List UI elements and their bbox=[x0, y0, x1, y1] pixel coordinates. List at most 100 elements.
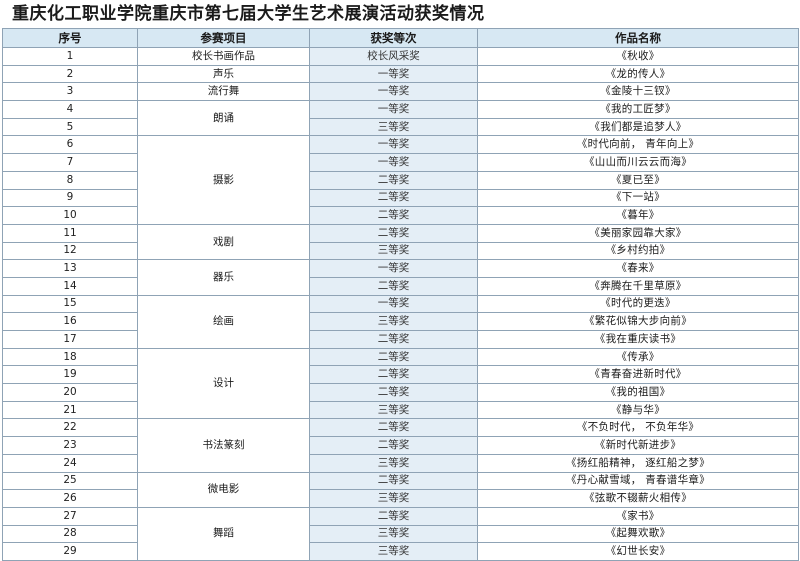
table-row: 2 声乐 一等奖 《龙的传人》 bbox=[2, 64, 799, 84]
cell-index: 7 bbox=[2, 153, 138, 172]
cell-work: 《扬红船精神， 逐红船之梦》 bbox=[477, 453, 799, 473]
header-award: 获奖等次 bbox=[309, 28, 478, 48]
cell-award: 二等奖 bbox=[309, 383, 478, 402]
cell-award: 一等奖 bbox=[309, 100, 478, 119]
cell-award: 三等奖 bbox=[309, 453, 478, 473]
table-row: 7 一等奖 《山山而川云云而海》 bbox=[2, 153, 799, 172]
table-row: 21 三等奖 《静与华》 bbox=[2, 400, 799, 420]
cell-work: 《时代的更迭》 bbox=[477, 294, 799, 314]
cell-index: 28 bbox=[2, 524, 138, 544]
cell-index: 14 bbox=[2, 276, 138, 296]
cell-work: 《下一站》 bbox=[477, 188, 799, 208]
cell-work: 《我在重庆读书》 bbox=[477, 330, 799, 349]
cell-index: 8 bbox=[2, 170, 138, 190]
cell-category: 流行舞 bbox=[137, 82, 310, 102]
cell-work: 《奔腾在千里草原》 bbox=[477, 276, 799, 296]
cell-work: 《弦歌不辍薪火相传》 bbox=[477, 489, 799, 508]
table-row: 3 流行舞 一等奖 《金陵十三钗》 bbox=[2, 82, 799, 102]
cell-award: 一等奖 bbox=[309, 153, 478, 172]
table-row: 10 二等奖 《暮年》 bbox=[2, 206, 799, 225]
cell-category: 器乐 bbox=[137, 259, 310, 296]
cell-index: 21 bbox=[2, 400, 138, 420]
cell-work: 《我的祖国》 bbox=[477, 383, 799, 402]
cell-award: 二等奖 bbox=[309, 170, 478, 190]
cell-award: 三等奖 bbox=[309, 117, 478, 137]
table-row: 24 三等奖 《扬红船精神， 逐红船之梦》 bbox=[2, 453, 799, 473]
page-title: 重庆化工职业学院重庆市第七届大学生艺术展演活动获奖情况 bbox=[12, 4, 485, 24]
cell-index: 20 bbox=[2, 383, 138, 402]
table-row: 12 三等奖 《乡村约拍》 bbox=[2, 241, 799, 261]
cell-work: 《新时代新进步》 bbox=[477, 436, 799, 455]
cell-work: 《美丽家园靠大家》 bbox=[477, 223, 799, 243]
cell-index: 19 bbox=[2, 365, 138, 385]
cell-award: 三等奖 bbox=[309, 542, 478, 561]
cell-category: 设计 bbox=[137, 347, 310, 420]
cell-award: 二等奖 bbox=[309, 418, 478, 438]
table-row: 17 二等奖 《我在重庆读书》 bbox=[2, 330, 799, 349]
cell-index: 16 bbox=[2, 312, 138, 331]
cell-category: 戏剧 bbox=[137, 223, 310, 261]
cell-index: 18 bbox=[2, 347, 138, 367]
cell-work: 《夏已至》 bbox=[477, 170, 799, 190]
cell-category: 声乐 bbox=[137, 64, 310, 84]
cell-award: 三等奖 bbox=[309, 400, 478, 420]
table-row: 25 微电影 二等奖 《丹心献雪域， 青春谱华章》 bbox=[2, 471, 799, 508]
table-row: 9 二等奖 《下一站》 bbox=[2, 188, 799, 208]
table-row: 4 朗诵 一等奖 《我的工匠梦》 bbox=[2, 100, 799, 137]
cell-award: 三等奖 bbox=[309, 241, 478, 261]
table-row: 15 绘画 一等奖 《时代的更迭》 bbox=[2, 294, 799, 349]
table-row: 29 三等奖 《幻世长安》 bbox=[2, 542, 799, 561]
table-row: 5 三等奖 《我们都是追梦人》 bbox=[2, 117, 799, 137]
table-row: 13 器乐 一等奖 《春来》 bbox=[2, 259, 799, 296]
cell-work: 《金陵十三钗》 bbox=[477, 82, 799, 102]
cell-index: 2 bbox=[2, 64, 138, 84]
cell-index: 13 bbox=[2, 259, 138, 278]
cell-award: 二等奖 bbox=[309, 506, 478, 526]
cell-work: 《时代向前， 青年向上》 bbox=[477, 135, 799, 155]
cell-index: 25 bbox=[2, 471, 138, 491]
cell-work: 《繁花似锦大步向前》 bbox=[477, 312, 799, 331]
cell-work: 《山山而川云云而海》 bbox=[477, 153, 799, 172]
cell-work: 《静与华》 bbox=[477, 400, 799, 420]
table-row: 26 三等奖 《弦歌不辍薪火相传》 bbox=[2, 489, 799, 508]
cell-award: 二等奖 bbox=[309, 188, 478, 208]
cell-category: 绘画 bbox=[137, 294, 310, 349]
cell-index: 22 bbox=[2, 418, 138, 438]
header-category: 参赛项目 bbox=[137, 28, 310, 48]
cell-award: 二等奖 bbox=[309, 365, 478, 385]
table-row: 1 校长书画作品 校长风采奖 《秋收》 bbox=[2, 47, 799, 66]
cell-index: 27 bbox=[2, 506, 138, 526]
cell-index: 23 bbox=[2, 436, 138, 455]
cell-work: 《春来》 bbox=[477, 259, 799, 278]
cell-index: 9 bbox=[2, 188, 138, 208]
cell-index: 17 bbox=[2, 330, 138, 349]
table-row: 22 书法篆刻 二等奖 《不负时代， 不负年华》 bbox=[2, 418, 799, 473]
cell-index: 24 bbox=[2, 453, 138, 473]
table-row: 28 三等奖 《起舞欢歌》 bbox=[2, 524, 799, 544]
cell-award: 一等奖 bbox=[309, 259, 478, 278]
cell-category: 舞蹈 bbox=[137, 506, 310, 561]
cell-work: 《幻世长安》 bbox=[477, 542, 799, 561]
cell-work: 《暮年》 bbox=[477, 206, 799, 225]
cell-award: 二等奖 bbox=[309, 436, 478, 455]
cell-index: 3 bbox=[2, 82, 138, 102]
table-row: 8 二等奖 《夏已至》 bbox=[2, 170, 799, 190]
table-row: 11 戏剧 二等奖 《美丽家园靠大家》 bbox=[2, 223, 799, 261]
cell-category: 书法篆刻 bbox=[137, 418, 310, 473]
cell-work: 《青春奋进新时代》 bbox=[477, 365, 799, 385]
cell-award: 一等奖 bbox=[309, 294, 478, 314]
cell-award: 二等奖 bbox=[309, 276, 478, 296]
cell-award: 二等奖 bbox=[309, 471, 478, 491]
cell-work: 《乡村约拍》 bbox=[477, 241, 799, 261]
cell-work: 《我们都是追梦人》 bbox=[477, 117, 799, 137]
cell-award: 一等奖 bbox=[309, 82, 478, 102]
table-row: 19 二等奖 《青春奋进新时代》 bbox=[2, 365, 799, 385]
cell-index: 11 bbox=[2, 223, 138, 243]
table-row: 23 二等奖 《新时代新进步》 bbox=[2, 436, 799, 455]
cell-award: 校长风采奖 bbox=[309, 47, 478, 66]
cell-award: 三等奖 bbox=[309, 489, 478, 508]
header-row: 序号 参赛项目 获奖等次 作品名称 bbox=[2, 28, 799, 48]
cell-award: 二等奖 bbox=[309, 206, 478, 225]
cell-work: 《龙的传人》 bbox=[477, 64, 799, 84]
awards-table: 序号 参赛项目 获奖等次 作品名称 1 校长书画作品 校长风采奖 《秋收》 2 声乐 一等奖… bbox=[2, 28, 799, 561]
